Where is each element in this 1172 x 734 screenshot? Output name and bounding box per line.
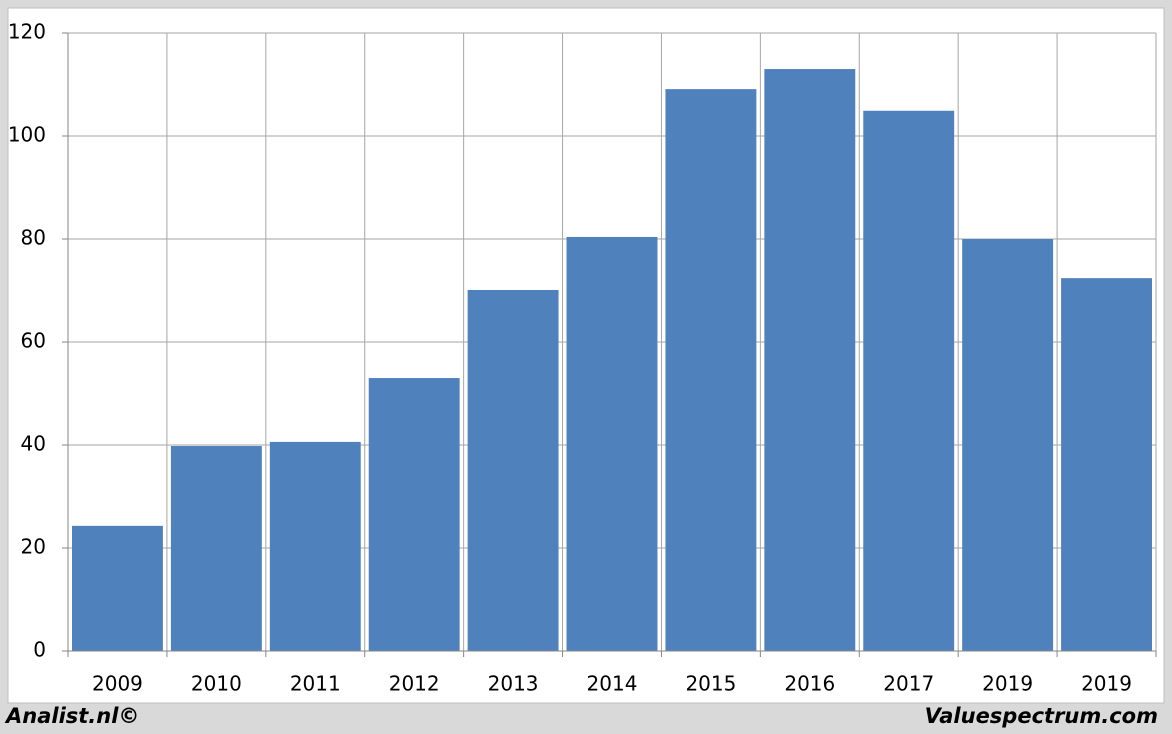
x-tick-label: 2019 <box>1081 672 1132 696</box>
y-tick-label: 80 <box>21 226 46 250</box>
y-tick-label: 0 <box>33 638 46 662</box>
footer-left: Analist.nl© <box>4 704 139 728</box>
x-tick-label: 2014 <box>587 672 638 696</box>
bar <box>764 69 856 652</box>
bar <box>665 89 757 651</box>
x-tick-label: 2009 <box>92 672 143 696</box>
x-tick-label: 2017 <box>883 672 934 696</box>
bar <box>269 441 361 651</box>
y-tick-label: 120 <box>8 20 46 44</box>
y-tick-label: 20 <box>21 535 46 559</box>
bar <box>467 289 559 651</box>
bar <box>962 239 1054 651</box>
x-tick-label: 2016 <box>784 672 835 696</box>
bar <box>863 110 955 651</box>
x-tick-label: 2019 <box>982 672 1033 696</box>
y-tick-label: 100 <box>8 123 46 147</box>
x-tick-label: 2010 <box>191 672 242 696</box>
footer-right: Valuespectrum.com <box>925 704 1158 728</box>
x-tick-label: 2011 <box>290 672 341 696</box>
x-tick-label: 2015 <box>685 672 736 696</box>
bar <box>170 446 262 651</box>
y-tick-label: 40 <box>21 432 46 456</box>
bar <box>1061 278 1152 651</box>
y-tick-label: 60 <box>21 329 46 353</box>
bar <box>368 378 460 651</box>
bar <box>566 236 658 651</box>
x-tick-label: 2012 <box>389 672 440 696</box>
x-tick-label: 2013 <box>488 672 539 696</box>
bar <box>72 525 163 651</box>
